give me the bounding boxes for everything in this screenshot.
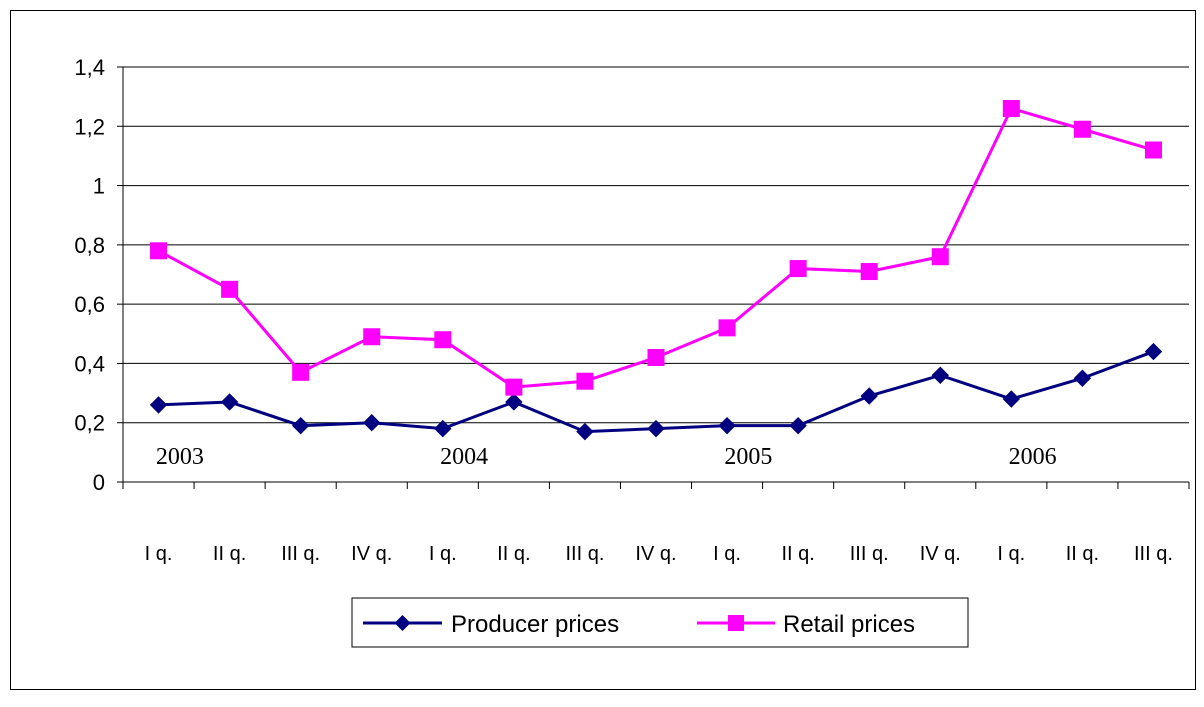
data-point-retail [221, 280, 239, 298]
year-label: 2003 [156, 444, 204, 470]
data-point-producer [363, 414, 381, 432]
legend-label: Retail prices [783, 611, 915, 638]
y-tick-label: 0,6 [74, 292, 105, 317]
data-point-producer [860, 387, 878, 405]
x-category-label: II q. [497, 543, 530, 565]
data-point-producer [505, 393, 523, 411]
data-point-retail [150, 242, 168, 260]
data-point-retail [718, 319, 736, 337]
data-point-retail [1002, 100, 1020, 117]
x-category-label: I q. [145, 543, 173, 565]
data-point-producer [1073, 369, 1092, 387]
y-tick-label: 0,4 [74, 351, 105, 376]
legend-box [351, 597, 969, 648]
data-point-producer [1002, 390, 1021, 408]
y-tick-label: 0,8 [74, 233, 105, 258]
data-point-retail [505, 378, 523, 396]
data-point-producer [149, 396, 168, 414]
x-category-label: I q. [713, 543, 741, 565]
x-category-label: II q. [1066, 543, 1099, 565]
x-category-label: III q. [1134, 543, 1173, 565]
year-label: 2005 [724, 444, 772, 470]
x-category-label: IV q. [920, 543, 961, 565]
data-point-retail [647, 349, 665, 366]
x-category-label: III q. [565, 543, 604, 565]
x-category-label: II q. [781, 543, 814, 565]
x-category-label: I q. [997, 543, 1025, 565]
legend-label: Producer prices [451, 611, 619, 638]
data-point-retail [576, 372, 594, 390]
y-tick-label: 1,2 [74, 114, 105, 139]
data-point-retail [789, 260, 807, 278]
data-point-producer [647, 419, 665, 438]
data-point-retail [1073, 120, 1091, 138]
data-point-producer [291, 416, 310, 435]
data-point-retail [931, 248, 949, 266]
data-point-retail [363, 328, 381, 346]
y-tick-label: 0,2 [74, 411, 105, 436]
data-point-producer [434, 419, 452, 438]
x-category-label: IV q. [351, 543, 392, 565]
x-category-label: II q. [213, 543, 246, 565]
year-label: 2004 [440, 444, 488, 470]
data-point-retail [860, 263, 878, 281]
legend-marker-diamond [394, 615, 411, 631]
x-category-label: I q. [429, 543, 457, 565]
data-point-retail [1144, 141, 1162, 159]
data-point-retail [292, 363, 310, 381]
data-point-producer [220, 393, 239, 411]
data-point-producer [789, 416, 807, 435]
data-point-producer [931, 366, 949, 384]
data-point-producer [576, 422, 594, 441]
data-point-producer [1144, 342, 1163, 361]
series-line-2 [157, 106, 1154, 389]
legend-marker-square [728, 615, 744, 631]
chart-frame [10, 10, 1196, 690]
data-point-retail [434, 331, 452, 349]
year-label: 2006 [1009, 444, 1057, 470]
x-category-label: IV q. [635, 543, 676, 565]
y-tick-label: 1,4 [74, 55, 105, 80]
y-tick-label: 0 [93, 470, 105, 495]
x-category-label: III q. [850, 543, 889, 565]
data-point-producer [718, 416, 736, 435]
x-category-label: III q. [281, 543, 320, 565]
y-tick-label: 1 [93, 174, 105, 199]
